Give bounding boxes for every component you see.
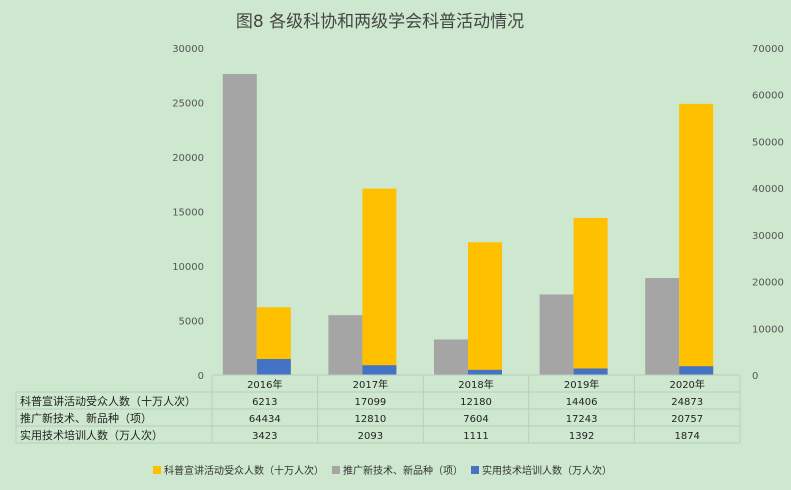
table-cell: 2093 [358,431,383,442]
category-label: 2016年 [247,378,282,391]
table-cell: 12810 [354,414,386,425]
legend-label: 实用技术培训人数（万人次） [482,464,612,477]
category-label: 2018年 [458,378,493,391]
left-axis-tick-label: 25000 [172,99,204,110]
table-cell: 12180 [460,397,492,408]
table-cell: 20757 [671,414,703,425]
legend-label: 推广新技术、新品种（项） [343,464,463,477]
table-cell: 3423 [252,431,277,442]
bar-实用技术培训 [362,365,397,375]
right-axis-tick-label: 40000 [752,184,784,195]
left-axis-tick-label: 30000 [172,44,204,55]
category-label: 2020年 [669,378,704,391]
table-cell: 1874 [674,431,699,442]
legend-swatch [471,466,479,474]
chart-legend: 科普宣讲活动受众人数（十万人次） 推广新技术、新品种（项） 实用技术培训人数（万人次… [153,464,612,477]
left-axis-tick-label: 5000 [179,317,204,328]
bar-推广新技术 [645,278,680,375]
left-axis-tick-label: 10000 [172,262,204,273]
data-table: 2016年 2017年 2018年 2019年 2020年科普宣讲活动受众人数（十万人次… [15,374,741,444]
chart-bars [222,74,714,376]
right-axis-tick-label: 50000 [752,137,784,148]
right-axis-tick-label: 0 [752,371,758,382]
bar-实用技术培训 [573,368,608,375]
table-row-label: 科普宣讲活动受众人数（十万人次） [20,394,196,408]
right-axis-tick-label: 60000 [752,91,784,102]
bar-实用技术培训 [468,369,502,375]
bar-科普宣讲 [679,103,714,375]
table-cell: 64434 [249,414,281,425]
table-cell: 1111 [463,431,488,442]
bar-科普宣讲 [362,188,397,375]
legend-swatch [332,466,340,474]
left-axis-tick-label: 20000 [172,153,204,164]
chart-title: 图8 各级科协和两级学会科普活动情况 [236,12,524,32]
bar-推广新技术 [328,315,363,375]
right-axis-tick-label: 10000 [752,324,784,335]
table-cell: 6213 [252,397,277,408]
left-axis-tick-label: 15000 [172,208,204,219]
table-cell: 17243 [566,414,598,425]
bar-推广新技术 [539,294,574,375]
right-axis-tick-label: 20000 [752,278,784,289]
category-label: 2019年 [564,378,599,391]
bar-推广新技术 [222,74,257,376]
table-cell: 7604 [463,414,488,425]
bar-科普宣讲 [573,217,608,375]
table-row-label: 推广新技术、新品种（项） [20,411,152,425]
table-cell: 1392 [569,431,594,442]
table-cell: 14406 [566,397,598,408]
table-cell: 17099 [354,397,386,408]
table-cell: 24873 [671,397,703,408]
left-axis-tick-label: 0 [198,371,204,382]
bar-推广新技术 [434,339,468,375]
right-axis-tick-label: 70000 [752,44,784,55]
right-axis-tick-label: 30000 [752,231,784,242]
bar-实用技术培训 [256,359,291,375]
bar-科普宣讲 [468,242,502,375]
bar-实用技术培训 [679,366,714,375]
category-label: 2017年 [353,378,388,391]
legend-label: 科普宣讲活动受众人数（十万人次） [164,464,324,477]
table-row-label: 实用技术培训人数（万人次） [20,428,163,442]
legend-swatch [153,466,161,474]
